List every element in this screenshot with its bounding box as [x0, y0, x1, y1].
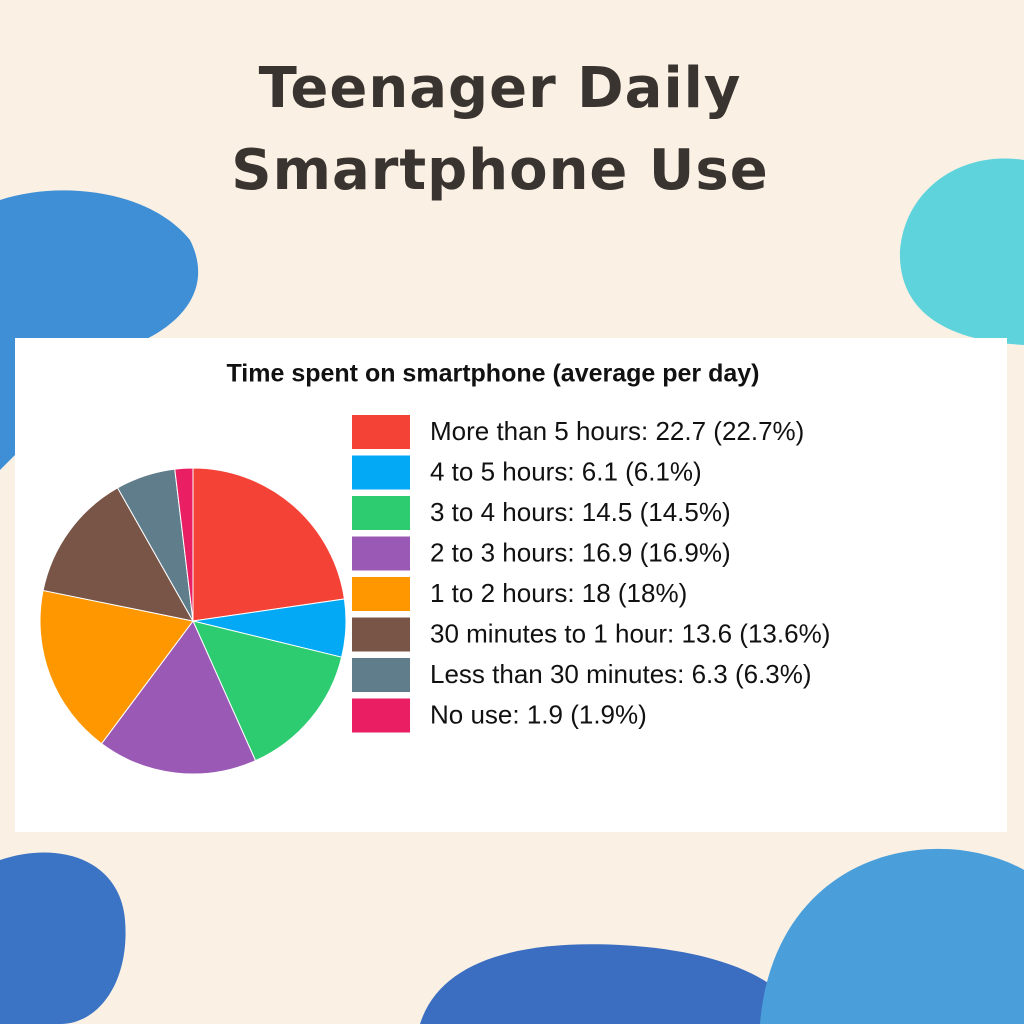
- pie-slice: [192, 620, 343, 762]
- legend-label: 3 to 4 hours: 14.5 (14.5%): [430, 497, 731, 527]
- legend-label: 30 minutes to 1 hour: 13.6 (13.6%): [430, 618, 830, 648]
- legend-label: Less than 30 minutes: 6.3 (6.3%): [430, 659, 812, 689]
- decoration: [760, 848, 1024, 1024]
- decoration: [420, 944, 800, 1024]
- legend-swatch: [352, 698, 410, 733]
- decoration: [899, 158, 1024, 345]
- legend-swatch: [352, 415, 410, 449]
- legend-swatch: [352, 496, 410, 530]
- page-title: Teenager Daily Smartphone Use: [231, 56, 769, 203]
- pie-slice: [42, 487, 194, 622]
- legend-label: 1 to 2 hours: 18 (18%): [430, 578, 687, 608]
- legend-label: More than 5 hours: 22.7 (22.7%): [430, 416, 804, 446]
- legend-label: 4 to 5 hours: 6.1 (6.1%): [430, 456, 702, 486]
- legend-swatch: [352, 617, 410, 652]
- legend-label: 2 to 3 hours: 16.9 (16.9%): [430, 537, 731, 567]
- decoration: [0, 852, 126, 1024]
- chart-title: Time spent on smartphone (average per da…: [226, 360, 759, 388]
- pie-slice: [192, 467, 345, 622]
- legend-swatch: [352, 536, 410, 571]
- legend-swatch: [352, 658, 410, 692]
- legend-swatch: [352, 455, 410, 490]
- pie-slice: [39, 589, 194, 745]
- chart: Time spent on smartphone (average per da…: [15, 338, 1007, 832]
- legend-swatch: [352, 577, 410, 611]
- legend-label: No use: 1.9 (1.9%): [430, 699, 647, 729]
- pie-slice: [174, 467, 194, 622]
- pie-slice: [100, 620, 257, 775]
